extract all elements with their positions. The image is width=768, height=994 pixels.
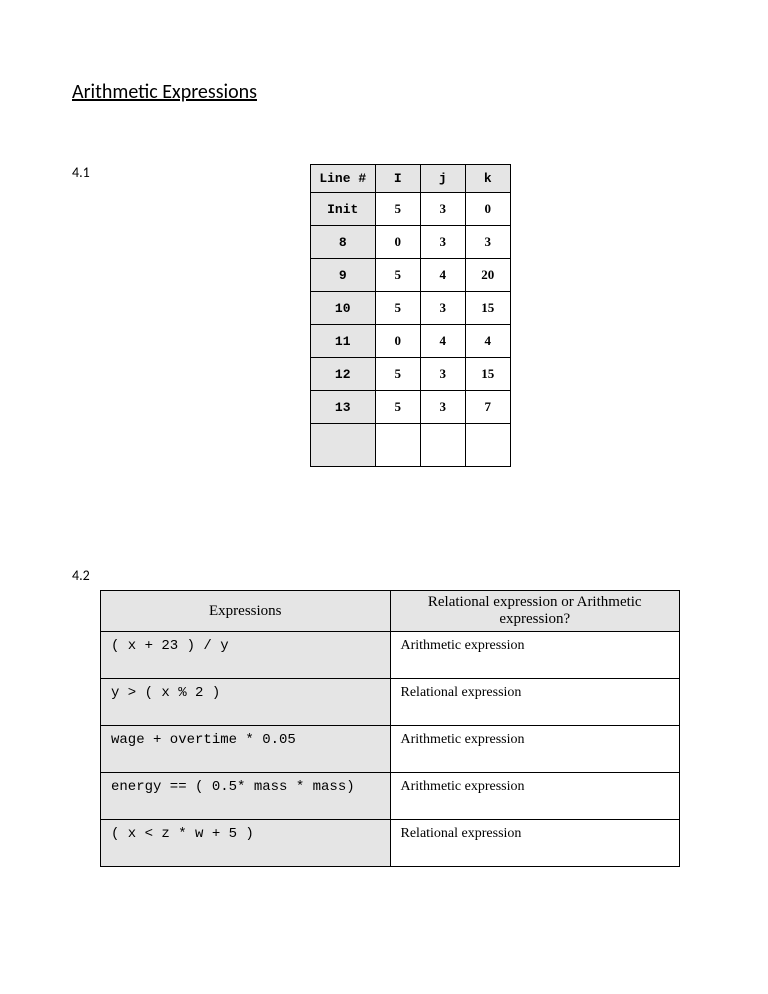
table-row: wage + overtime * 0.05 Arithmetic expres… xyxy=(101,726,680,773)
table-row: ( x < z * w + 5 ) Relational expression xyxy=(101,820,680,867)
col-line: Line # xyxy=(310,165,375,193)
table-row: 13 5 3 7 xyxy=(310,391,510,424)
col-i: I xyxy=(375,165,420,193)
table-row: 10 5 3 15 xyxy=(310,292,510,325)
col-j: j xyxy=(420,165,465,193)
col-classification: Relational expression or Arithmetic expr… xyxy=(390,591,680,632)
table-header-row: Line # I j k xyxy=(310,165,510,193)
table-row: 11 0 4 4 xyxy=(310,325,510,358)
table-row: 8 0 3 3 xyxy=(310,226,510,259)
trace-table: Line # I j k Init 5 3 0 8 0 3 3 9 5 4 xyxy=(310,164,511,467)
table-row: 9 5 4 20 xyxy=(310,259,510,292)
expressions-table: Expressions Relational expression or Ari… xyxy=(100,590,680,867)
section-4-2-label: 4.2 xyxy=(72,567,696,584)
table-row: 12 5 3 15 xyxy=(310,358,510,391)
document-page: Arithmetic Expressions 4.1 Line # I j k … xyxy=(0,0,768,927)
table-row: Init 5 3 0 xyxy=(310,193,510,226)
section-4-1: 4.1 Line # I j k Init 5 3 0 8 0 3 3 9 xyxy=(72,164,696,467)
table-row: y > ( x % 2 ) Relational expression xyxy=(101,679,680,726)
section-4-2: 4.2 Expressions Relational expression or… xyxy=(72,567,696,867)
table-header-row: Expressions Relational expression or Ari… xyxy=(101,591,680,632)
table-row: energy == ( 0.5* mass * mass) Arithmetic… xyxy=(101,773,680,820)
col-k: k xyxy=(465,165,510,193)
page-title: Arithmetic Expressions xyxy=(72,80,696,104)
table-row-empty xyxy=(310,424,510,467)
col-expressions: Expressions xyxy=(101,591,391,632)
table-row: ( x + 23 ) / y Arithmetic expression xyxy=(101,632,680,679)
section-4-1-label: 4.1 xyxy=(72,164,90,181)
